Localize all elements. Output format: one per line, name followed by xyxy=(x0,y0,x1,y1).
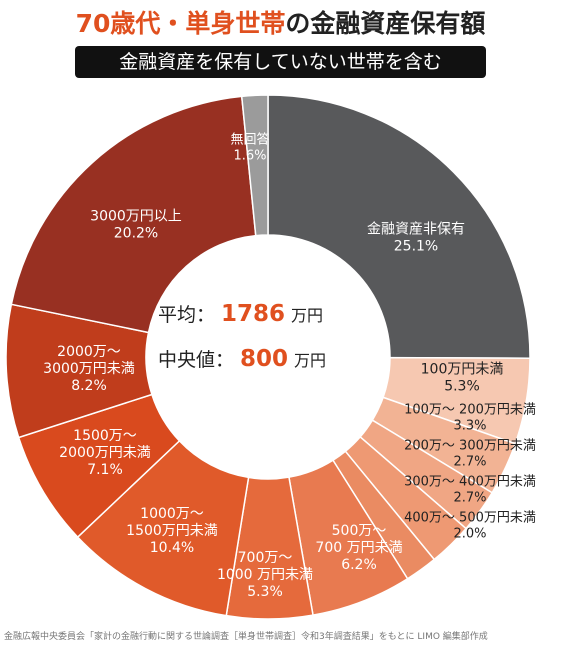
median-unit: 万円 xyxy=(294,351,327,370)
slice-value-label: 20.2% xyxy=(114,226,158,242)
center-summary: 平均： 1786 万円 中央値： 800 万円 xyxy=(158,300,408,390)
slice-value-label: 5.3% xyxy=(444,379,480,395)
title-highlight: 70歳代・単身世帯 xyxy=(75,9,286,38)
title-rest: の金融資産保有額 xyxy=(285,9,486,38)
slice-category-label: 2000万〜 xyxy=(57,344,121,360)
source-footer: 金融広報中央委員会「家計の金融行動に関する世論調査［単身世帯調査］令和3年調査結… xyxy=(4,632,488,642)
slice-value-label: 3.3% xyxy=(453,419,486,434)
mean-value: 1786 xyxy=(221,301,286,327)
slice-category-label: 3000万円以上 xyxy=(90,209,182,225)
slice-category-label: 100万円未満 xyxy=(421,362,504,378)
slice-value-label: 6.2% xyxy=(341,557,377,573)
mean-unit: 万円 xyxy=(291,306,324,325)
median-value: 800 xyxy=(240,346,289,372)
slice-value-label: 2.7% xyxy=(453,455,486,470)
slice-value-label: 1.6% xyxy=(233,149,266,164)
slice-value-label: 25.1% xyxy=(394,239,438,255)
slice-value-label: 2.7% xyxy=(453,491,486,506)
slice-category-label: 1500万円未満 xyxy=(126,523,218,539)
slice-value-label: 2.0% xyxy=(453,527,486,542)
slice-category-label: 200万〜 300万円未満 xyxy=(404,439,536,454)
median-row: 中央値： 800 万円 xyxy=(158,345,408,372)
slice-category-label: 2000万円未満 xyxy=(59,445,151,461)
slice-value-label: 10.4% xyxy=(150,540,194,556)
pie-slice xyxy=(10,95,257,334)
pie-slice xyxy=(240,94,269,237)
slice-category-label: 1000万〜 xyxy=(140,506,204,522)
slice-category-label: 700 万円未満 xyxy=(315,540,402,556)
slice-category-label: 1000 万円未満 xyxy=(217,567,313,583)
slice-category-label: 100万〜 200万円未満 xyxy=(404,403,536,418)
slice-category-label: 300万〜 400万円未満 xyxy=(404,475,536,490)
slice-category-label: 無回答 xyxy=(230,132,269,148)
chart-title: 70歳代・単身世帯の金融資産保有額 xyxy=(0,4,561,40)
slice-category-label: 500万〜 xyxy=(332,523,387,539)
slice-value-label: 7.1% xyxy=(87,462,123,478)
slice-category-label: 金融資産非保有 xyxy=(367,222,465,238)
slice-category-label: 1500万〜 xyxy=(73,428,137,444)
slice-category-label: 400万〜 500万円未満 xyxy=(404,511,536,526)
slice-value-label: 5.3% xyxy=(247,584,283,600)
slice-category-label: 3000万円未満 xyxy=(43,361,135,377)
mean-row: 平均： 1786 万円 xyxy=(158,300,408,327)
pie-slice xyxy=(267,94,531,359)
median-label: 中央値： xyxy=(158,349,235,371)
mean-label: 平均： xyxy=(158,304,216,326)
subtitle-badge: 金融資産を保有していない世帯を含む xyxy=(75,46,486,78)
slice-category-label: 700万〜 xyxy=(238,550,293,566)
slice-value-label: 8.2% xyxy=(71,378,107,394)
